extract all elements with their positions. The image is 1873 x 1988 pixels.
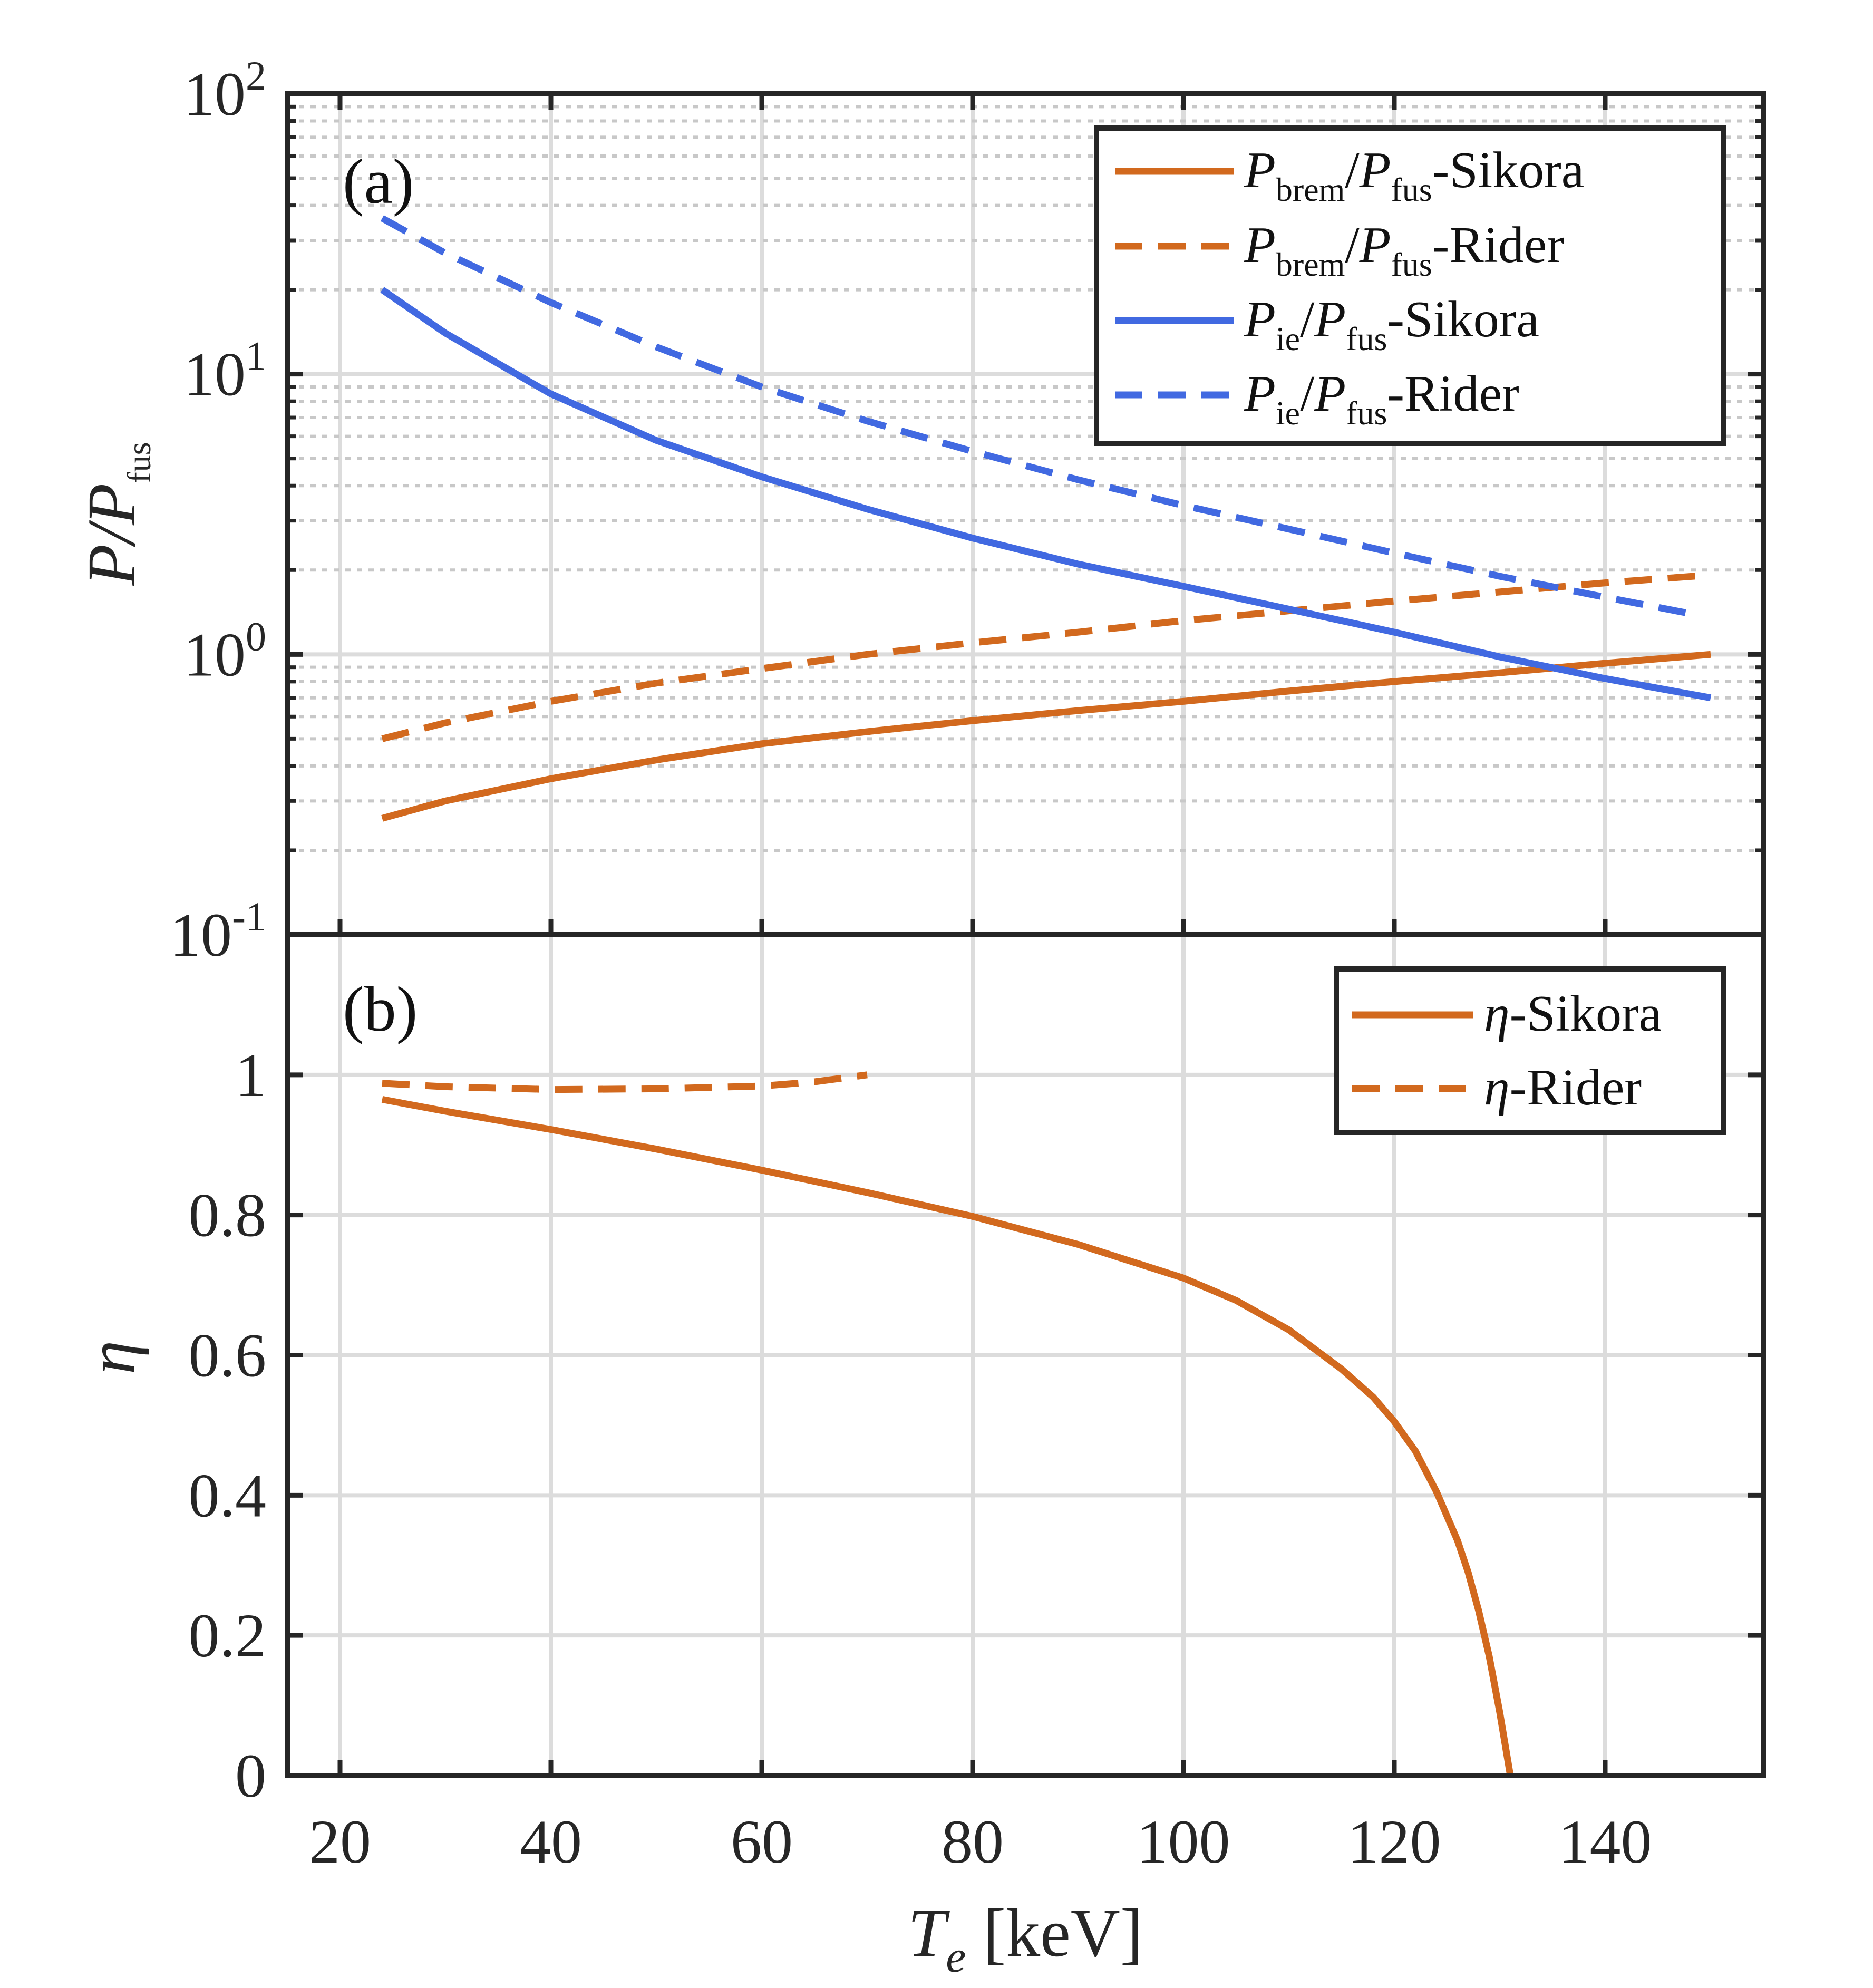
series-line-b-1 xyxy=(382,1071,868,1093)
y-tick-label: 0.6 xyxy=(189,1321,267,1390)
legend-entry-label: Pie/Pfus-Sikora xyxy=(1244,291,1539,357)
panel-label-b: (b) xyxy=(343,974,418,1045)
series-line-a-2 xyxy=(380,287,1712,702)
x-tick-label: 20 xyxy=(309,1807,371,1876)
series-line-a-1 xyxy=(381,571,1711,742)
series-line-b-0 xyxy=(381,1096,1514,1777)
y-tick-label: 1 xyxy=(235,1041,266,1110)
legend-entry-label: Pbrem/Pfus-Rider xyxy=(1244,217,1564,283)
legend-b-box xyxy=(1334,966,1726,1135)
y-axis-label-a: P/Pfus xyxy=(74,442,158,586)
panel-b-series xyxy=(381,1071,1514,1777)
y-tick-label: 10-1 xyxy=(170,894,266,969)
legend-entry-label: Pie/Pfus-Rider xyxy=(1244,365,1519,432)
y-tick-label: 0.4 xyxy=(189,1461,267,1530)
x-tick-label: 60 xyxy=(731,1807,793,1876)
y-tick-label: 102 xyxy=(183,53,266,129)
series-line-a-0 xyxy=(381,651,1711,822)
y-axis-label-b: η xyxy=(74,1341,150,1375)
panel-a-axes: 102 101 100 10-1 xyxy=(170,53,1766,969)
y-tick-label: 100 xyxy=(183,613,266,689)
panel-label-a: (a) xyxy=(343,146,414,217)
legend-entry-label: Pbrem/Pfus-Sikora xyxy=(1244,142,1584,208)
legend-entry-label: η-Sikora xyxy=(1484,985,1662,1042)
y-tick-label: 0.8 xyxy=(189,1181,267,1250)
legend-entry-label: η-Rider xyxy=(1484,1059,1642,1116)
panel-a-series xyxy=(380,215,1712,822)
panel-b-legend: η-Sikora η-Rider xyxy=(1334,966,1726,1135)
x-tick-label: 80 xyxy=(942,1807,1004,1876)
axis-labels: (a) (b) P/Pfus η Te [keV] xyxy=(74,146,1143,1982)
x-axis-label: Te [keV] xyxy=(908,1895,1143,1982)
x-tick-label: 40 xyxy=(520,1807,582,1876)
y-tick-label: 0.2 xyxy=(189,1601,267,1670)
panel-a-legend: Pbrem/Pfus-Sikora Pbrem/Pfus-Rider Pie/Pfu… xyxy=(1094,125,1726,446)
y-tick-label: 101 xyxy=(183,333,266,409)
legend-a-box xyxy=(1094,125,1726,446)
x-tick-label: 140 xyxy=(1559,1807,1652,1876)
x-tick-label: 100 xyxy=(1137,1807,1230,1876)
y-tick-label: 0 xyxy=(235,1741,266,1810)
x-tick-label: 120 xyxy=(1348,1807,1441,1876)
